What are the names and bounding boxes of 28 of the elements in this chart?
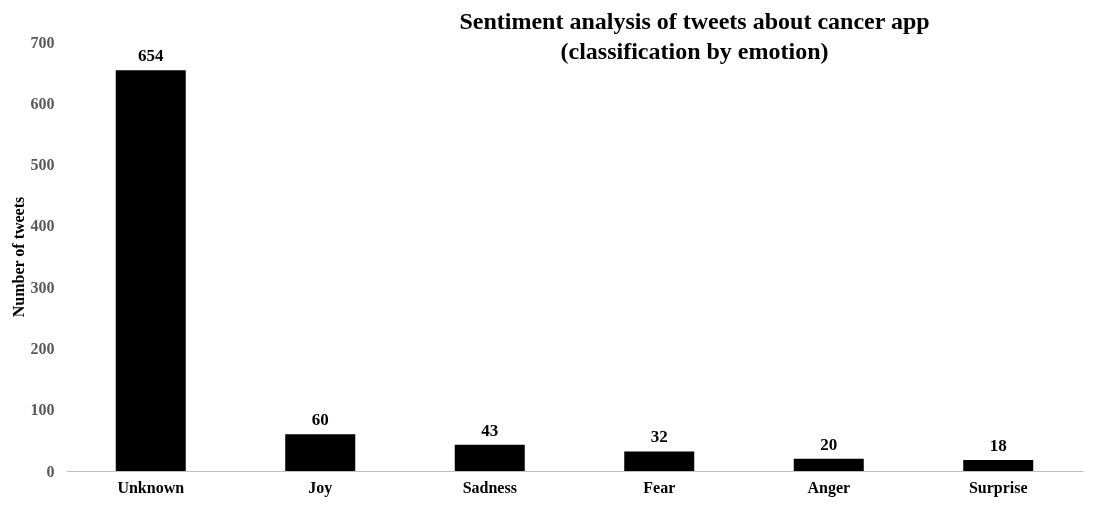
data-label: 43 <box>481 420 499 440</box>
data-label: 60 <box>311 410 329 430</box>
chart-title: Sentiment analysis of tweets about cancer app (classification by emotion) <box>459 8 930 64</box>
bar <box>793 458 864 471</box>
data-label: 654 <box>138 46 164 66</box>
y-tick-label: 500 <box>30 156 55 174</box>
y-tick-label: 300 <box>30 278 55 296</box>
bar <box>285 434 356 471</box>
x-tick-label: Anger <box>807 478 851 497</box>
bar <box>963 459 1034 471</box>
bar <box>454 444 525 471</box>
bar <box>624 451 695 471</box>
data-label: 18 <box>989 435 1007 455</box>
y-tick-label: 200 <box>30 339 55 357</box>
y-tick-label: 100 <box>30 401 55 419</box>
x-tick-label: Fear <box>643 478 676 496</box>
data-label: 20 <box>820 434 838 454</box>
y-tick-label: 400 <box>30 217 55 235</box>
x-tick-label: Unknown <box>117 478 185 496</box>
y-tick-label: 700 <box>30 33 55 51</box>
x-tick-label: Sadness <box>462 478 517 496</box>
y-tick-label: 600 <box>30 94 55 112</box>
x-tick-label: Surprise <box>968 478 1028 497</box>
data-label: 32 <box>650 427 668 447</box>
y-axis-title: Number of tweets <box>9 196 27 318</box>
x-tick-label: Joy <box>308 478 333 497</box>
bar <box>115 70 186 471</box>
y-tick-label: 0 <box>46 462 55 480</box>
